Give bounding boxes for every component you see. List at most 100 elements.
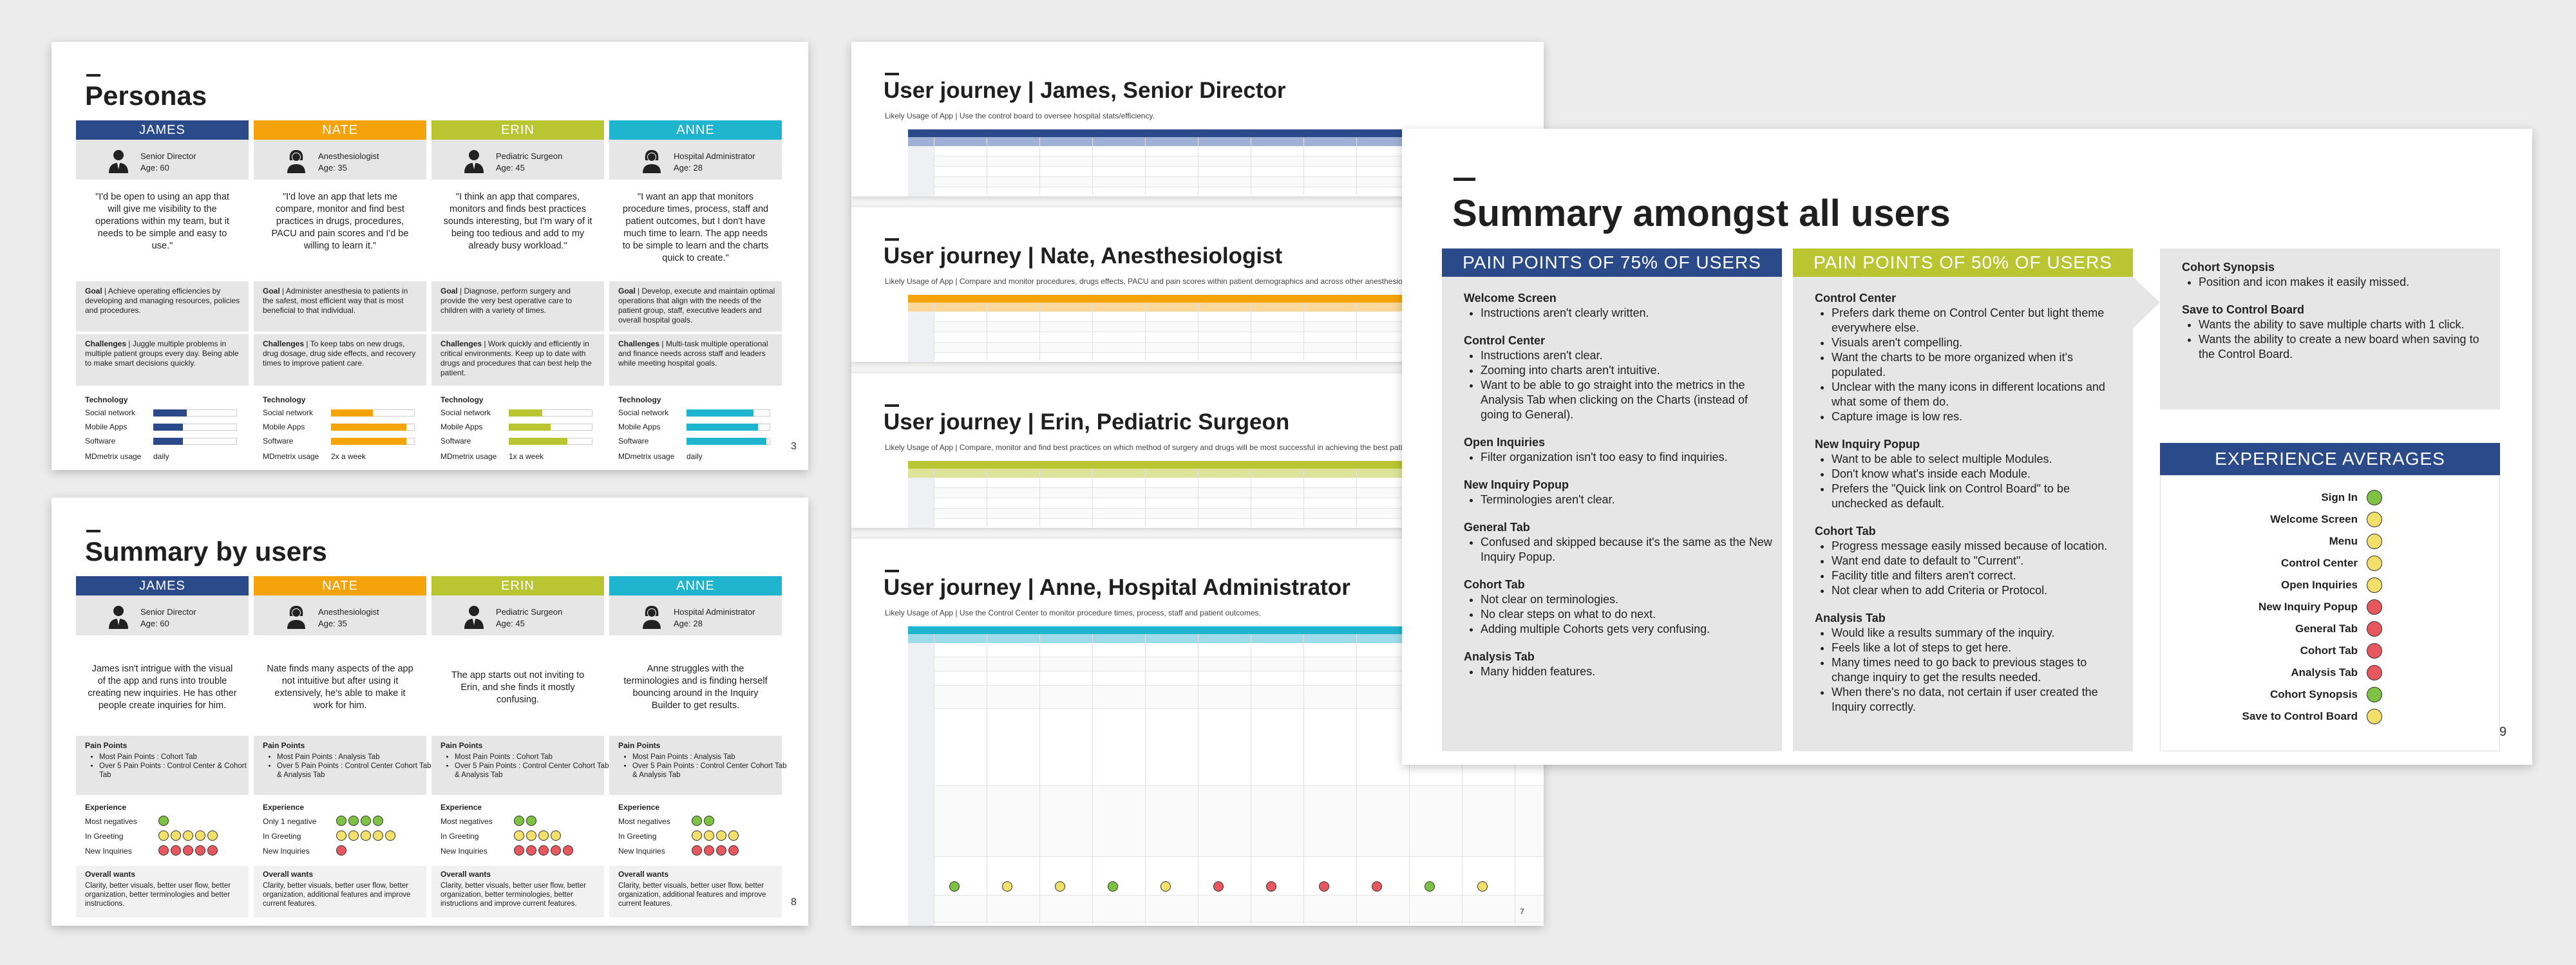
challenges-text: Work quickly and efficiently in critical… — [440, 339, 592, 377]
pain-points-label: Pain Points — [440, 741, 483, 750]
persona-role: Senior Director — [140, 151, 196, 161]
goal-text: Achieve operating efficiencies by develo… — [85, 286, 240, 315]
experience-average-row: Cohort Synopsis — [2161, 684, 2501, 704]
user-summary: Anne struggles with the terminologies an… — [623, 664, 768, 711]
happy-face-icon — [158, 815, 169, 826]
persona-age: Age: 28 — [674, 163, 703, 173]
pain-point-group: Control Center Prefers dark theme on Cont… — [1815, 291, 2124, 424]
user-pain-points: Pain Points Most Pain Points : Analysis T… — [609, 736, 787, 795]
user-role: Anesthesiologist — [318, 607, 379, 617]
pain-point-group-title: Welcome Screen — [1464, 292, 1557, 304]
neutral-face-icon — [1055, 881, 1065, 892]
pain-point-group-list: Terminologies aren't clear. — [1464, 492, 1773, 507]
technology-bar-fill — [153, 438, 183, 445]
pain-point-group-title: Control Center — [1464, 334, 1545, 347]
pain-point-group: Save to Control BoardWants the ability t… — [2182, 303, 2491, 362]
persona-challenges: Challenges | Work quickly and efficientl… — [431, 334, 604, 386]
title-dash — [885, 570, 899, 572]
journey-table-col-divider — [1039, 469, 1040, 527]
journey-table-col-divider — [1039, 303, 1040, 361]
journey-table-col-divider — [1356, 634, 1357, 924]
title-dash — [885, 73, 899, 75]
experience-row-label: New Inquiries — [85, 847, 132, 856]
overall-wants-label: Overall wants — [440, 870, 491, 879]
journey-table-row — [908, 786, 1544, 857]
pain-point-group-list: Instructions aren't clearly written. — [1464, 306, 1773, 321]
journey-table-row — [908, 643, 1544, 657]
journey-table-col-divider — [1145, 137, 1146, 195]
pain-point-item: Most Pain Points : Cohort Tab — [99, 753, 254, 762]
technology-item-label: Mobile Apps — [85, 422, 128, 431]
experience-row-label: In Greeting — [85, 832, 124, 841]
goal-label: Goal — [85, 286, 102, 295]
pain-point-group-title: New Inquiry Popup — [1464, 478, 1569, 491]
neutral-face-icon — [1160, 881, 1171, 892]
persona-age: Age: 45 — [496, 163, 525, 173]
challenges-text: To keep tabs on new drugs, drug dosage, … — [263, 339, 416, 368]
neutral-face-icon — [728, 830, 739, 841]
journey-title: User journey | Anne, Hospital Administra… — [884, 575, 1350, 600]
persona-card: Anesthesiologist Age: 35 "I'd love an app … — [254, 140, 426, 467]
journey-table-row — [908, 146, 1544, 156]
journey-table — [908, 295, 1544, 362]
journey-table-stage-row — [908, 626, 1544, 634]
experience-row-label: Most negatives — [440, 817, 493, 826]
technology-item-label: Software — [618, 436, 649, 445]
user-card: Pediatric Surgeon Age: 45 The app starts o… — [431, 595, 609, 917]
persona-goal: Goal | Develop, execute and maintain opt… — [609, 281, 782, 332]
overall-wants: Overall wants Clarity, better visuals, be… — [76, 866, 249, 917]
technology-item-label: Software — [263, 436, 294, 445]
user-age: Age: 60 — [140, 619, 169, 628]
experience-average-label: Control Center — [2281, 557, 2358, 569]
pain-point-item: Instructions aren't clear. — [1481, 348, 1773, 363]
pain-point-item: Zooming into charts aren't intuitive. — [1481, 363, 1773, 378]
experience-average-label: Analysis Tab — [2291, 666, 2358, 679]
female-user-icon — [285, 147, 308, 173]
experience-faces — [692, 845, 741, 856]
experience-row-label: New Inquiries — [440, 847, 488, 856]
pain-point-group: Cohort SynopsisPosition and icon makes i… — [2182, 260, 2491, 290]
overall-wants-label: Overall wants — [85, 870, 136, 879]
neutral-face-icon — [373, 830, 383, 841]
experience-average-row: General Tab — [2161, 619, 2501, 638]
technology-item-label: Software — [85, 436, 116, 445]
neutral-face-icon — [1477, 881, 1488, 892]
pain-point-group-list: Many hidden features. — [1464, 664, 1773, 679]
challenges-text: Multi-task multiple operational and fina… — [618, 339, 768, 368]
persona-challenges-text: Challenges | Multi-task multiple operati… — [618, 339, 768, 368]
title-dash — [1454, 178, 1475, 181]
pain-point-group: Cohort TabNot clear on terminologies.No … — [1464, 577, 1773, 637]
user-card: Anesthesiologist Age: 35 Nate finds many a… — [254, 595, 431, 917]
sad-face-icon — [1213, 881, 1224, 892]
pain-point-group-title: Analysis Tab — [1464, 650, 1535, 663]
experience-average-row: Open Inquiries — [2161, 575, 2501, 594]
pain-points-label: Pain Points — [263, 741, 305, 750]
user-card: Senior Director Age: 60 James isn't intrig… — [76, 595, 249, 917]
persona-quote: "I think an app that compares, monitors … — [443, 192, 592, 251]
journey-table-subhead-row — [908, 469, 1544, 478]
pain-point-group-list: Not clear on terminologies.No clear step… — [1464, 592, 1773, 637]
journey-table-stage-row — [908, 129, 1544, 137]
neutral-face-icon — [538, 830, 549, 841]
persona-id-band — [254, 140, 426, 180]
pain-point-group-list: Wants the ability to save multiple chart… — [2182, 317, 2491, 362]
pain-point-group: General TabConfused and skipped because … — [1464, 520, 1773, 565]
neutral-face-icon — [2367, 534, 2382, 549]
experience-average-row: Save to Control Board — [2161, 706, 2501, 726]
pain-point-item: When there's no data, not certain if use… — [1832, 685, 2124, 715]
title-dash — [86, 530, 100, 532]
overall-wants: Overall wants Clarity, better visuals, be… — [609, 866, 782, 917]
sad-face-icon — [551, 845, 561, 856]
experience-average-row: Menu — [2161, 531, 2501, 550]
pain-point-item: Prefers dark theme on Control Center but… — [1832, 306, 2124, 335]
persona-quote: "I'd love an app that lets me compare, m… — [271, 192, 409, 251]
experience-label: Experience — [440, 803, 482, 812]
persona-id-band — [76, 140, 249, 180]
mdmetrix-usage-value: 2x a week — [331, 452, 366, 461]
pain-point-item: Prefers the "Quick link on Control Board… — [1832, 482, 2124, 511]
technology-item-label: Social network — [263, 408, 314, 417]
goal-text: Administer anesthesia to patients in the… — [263, 286, 408, 315]
challenges-label: Challenges — [85, 339, 127, 348]
persona-card: Senior Director Age: 60 "I'd be open to us… — [76, 140, 249, 467]
female-user-icon — [640, 603, 663, 629]
